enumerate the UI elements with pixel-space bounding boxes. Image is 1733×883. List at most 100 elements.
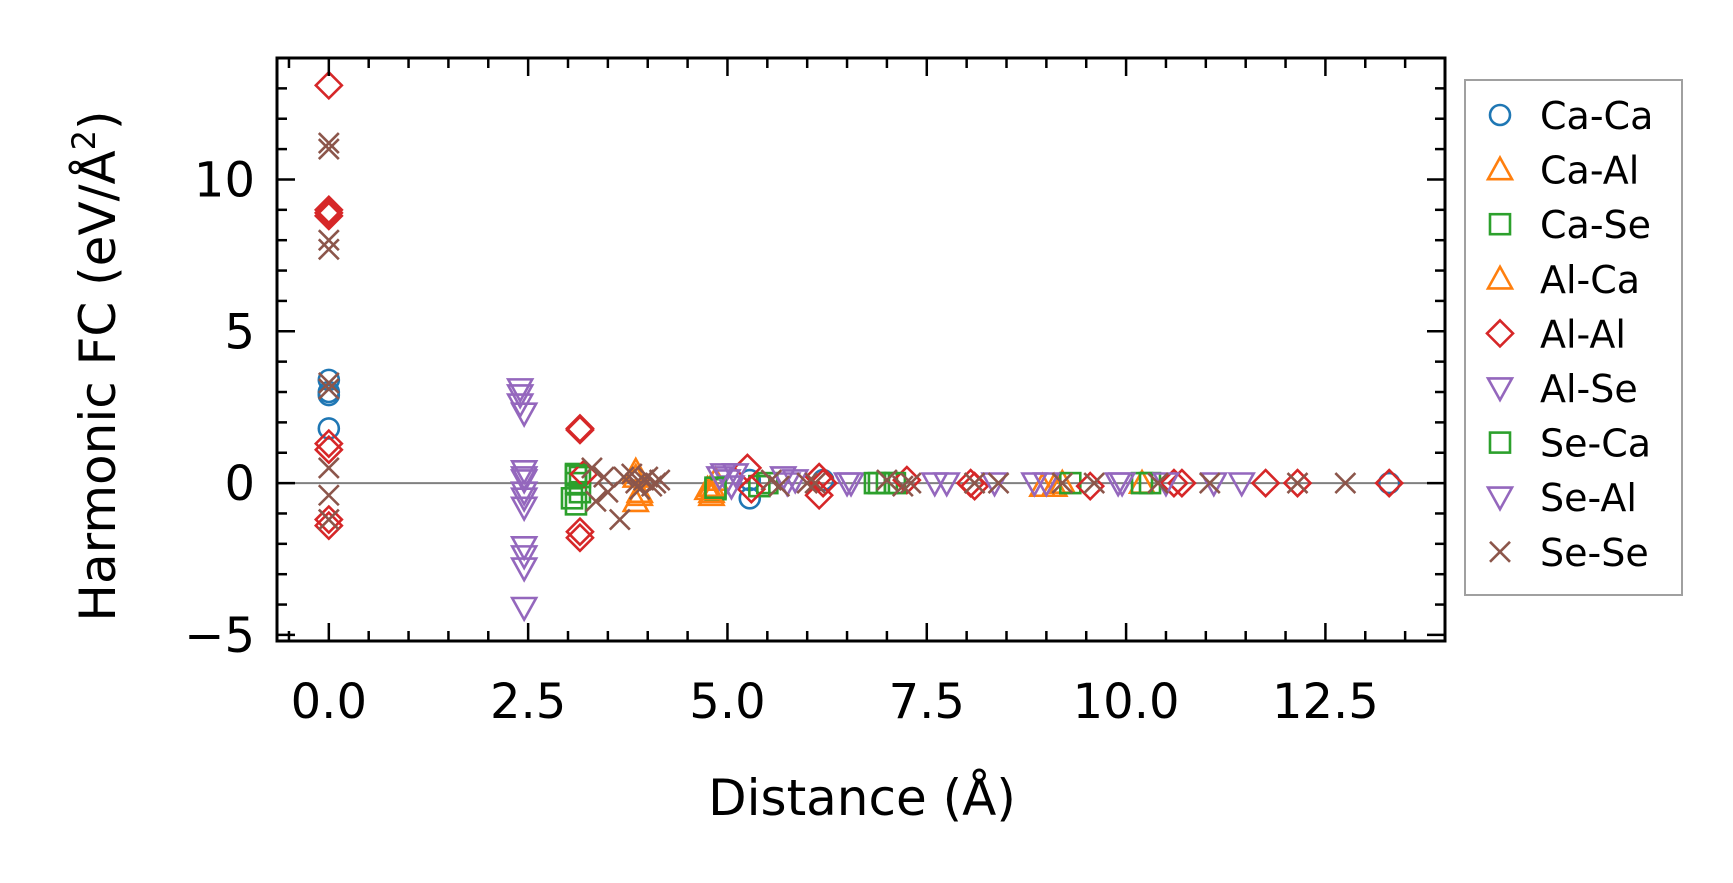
data-point-Se-Al [509,545,539,571]
data-point-Se-Se [899,472,922,495]
data-point-Al-Se [509,535,539,562]
legend-label: Al-Se [1540,367,1638,411]
data-point-Se-Se [1051,472,1074,495]
legend-label: Al-Ca [1540,258,1640,302]
data-point-Al-Se [836,472,866,498]
data-point-Se-Se [804,472,827,495]
data-point-Al-Al [565,522,595,553]
legend-item: Se-Se [1489,531,1649,575]
data-point-Al-Al [313,510,344,541]
data-point-Se-Al [1199,472,1229,498]
legend-label: Ca-Se [1540,203,1651,247]
x-tick-label: 2.5 [490,674,566,730]
data-point-Se-Se [1147,472,1169,495]
data-point-Al-Al [313,434,344,465]
data-point-Se-Al [721,463,750,489]
data-point-Se-Se [963,472,986,495]
data-point-Se-Se [317,238,340,261]
legend-marker-Ca-Al [1485,154,1515,181]
x-tick-label: 10.0 [1073,674,1180,730]
legend-label: Se-Se [1540,531,1649,575]
legend-item: Al-Ca [1485,258,1640,302]
legend-item: Ca-Al [1485,149,1639,193]
data-point-Al-Se [920,472,949,498]
legend-item: Al-Al [1485,312,1626,356]
data-point-Al-Ca [1028,471,1057,498]
data-point-Se-Al [509,481,539,507]
data-point-Al-Se [509,469,539,495]
data-point-Al-Al [565,415,595,445]
data-point-Se-Se [581,457,603,479]
axes: 0.0 2.5 5.0 7.5 10.0 12.5 −5 0 5 10 [184,56,1447,730]
legend-marker-Al-Al [1485,318,1515,349]
data-point-Al-Al [313,70,344,101]
data-point-Al-Al [565,413,595,444]
data-point-Al-Al [313,198,344,228]
data-point-Se-Se [317,229,340,252]
data-point-Al-Al [1167,468,1197,498]
y-axis-label-superscript: 2 [65,130,103,150]
data-point-Se-Se [1198,472,1221,495]
legend-label: Ca-Ca [1540,94,1653,138]
series-Se-Se [317,132,1357,531]
data-point-Se-Se [987,472,1010,495]
y-tick-label: −5 [184,608,255,664]
data-point-Se-Se [317,484,340,507]
data-point-Al-Se [505,378,535,404]
data-point-Se-Se [1083,472,1106,495]
legend-label: Se-Ca [1540,422,1651,466]
data-point-Se-Al [705,466,734,492]
data-point-Al-Se [509,557,539,583]
data-point-Al-Al [736,474,767,505]
legend-marker-Al-Ca [1485,264,1515,290]
data-point-Se-Se [608,508,631,531]
data-point-Al-Al [804,462,834,492]
data-point-Al-Al [1159,468,1189,498]
data-point-Al-Al [565,516,595,547]
data-point-Al-Al [313,504,344,535]
data-point-Al-Al [959,471,990,501]
legend-item: Ca-Se [1488,203,1651,247]
y-axis-label: Harmonic FC (eV/Å2) [65,110,127,621]
data-point-Al-Se [509,496,539,523]
legend-label: Se-Al [1540,476,1637,520]
data-point-Al-Al [808,468,838,498]
data-point-Al-Se [1103,472,1133,498]
data-point-Al-Se [509,460,539,486]
plot-area [277,70,1445,623]
data-point-Se-Al [509,466,539,492]
y-tick-label: 10 [194,152,255,208]
data-point-Al-Al [313,201,344,231]
data-point-Se-Se [584,490,607,513]
legend-item: Se-Al [1485,476,1637,520]
data-point-Ca-Ca [317,383,341,407]
y-axis-label-main: Harmonic FC (eV/Å [69,150,127,621]
data-point-Al-Al [892,465,922,495]
legend: Ca-Ca Ca-Al Ca-Se Al-Ca Al-Al Al-Se Se-Ca Se-Al… [1464,79,1683,596]
data-point-Ca-Se [564,493,588,516]
x-tick-label: 12.5 [1272,674,1379,730]
plot-frame [275,56,1447,643]
data-point-Se-Se [592,466,615,488]
legend-marker-Se-Ca [1488,431,1512,454]
data-point-Al-Al [1075,471,1106,501]
legend-marker-Al-Se [1485,377,1515,403]
data-point-Se-Al [1107,472,1137,498]
y-tick-label: 5 [224,304,255,360]
data-point-Se-Se [1334,472,1357,495]
data-point-Se-Se [317,132,340,154]
data-point-Se-Se [796,472,819,495]
series-Al-Se [505,378,1256,623]
data-point-Al-Al [1282,468,1313,498]
legend-label: Al-Al [1540,312,1626,356]
data-point-Se-Al [932,472,961,498]
data-point-Se-Al [781,469,810,495]
y-axis-label-tail: ) [69,110,127,130]
data-point-Se-Se [317,138,340,161]
data-point-Se-Se [317,508,340,531]
data-point-Al-Se [1227,472,1256,498]
data-point-Se-Se [768,475,791,498]
legend-marker-Ca-Se [1488,212,1512,236]
data-point-Se-Se [317,371,340,394]
